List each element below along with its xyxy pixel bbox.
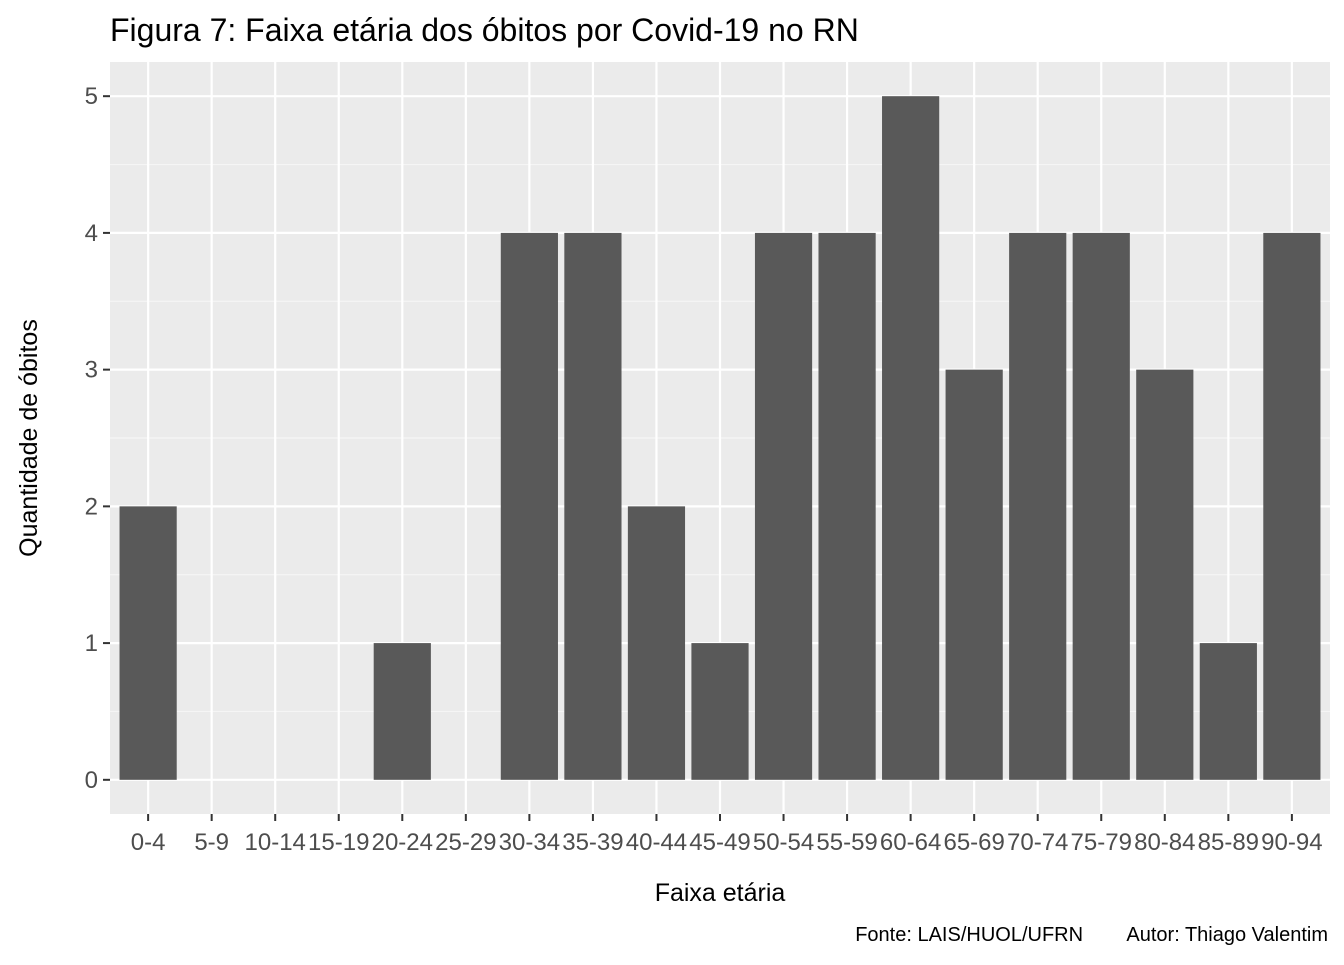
x-tick-label: 85-89 (1198, 829, 1259, 856)
y-axis-title: Quantidade de óbitos (15, 319, 43, 557)
bar-50-54 (754, 232, 813, 780)
y-tick-label: 3 (85, 357, 98, 384)
bar-55-59 (818, 232, 876, 780)
bar-35-39 (564, 232, 622, 780)
y-axis: 0 1 2 3 4 5 (85, 83, 110, 794)
y-tick-label: 2 (85, 493, 98, 520)
x-axis: 0-4 5-9 10-14 15-19 20-24 25-29 30-34 35-39 40-4… (131, 814, 1323, 856)
bar-40-44 (627, 506, 686, 780)
bar-75-79 (1072, 232, 1130, 780)
bars (119, 96, 1321, 780)
chart-title: Figura 7: Faixa etária dos óbitos por Co… (110, 12, 859, 48)
x-tick-label: 10-14 (245, 829, 306, 856)
x-tick-label: 80-84 (1134, 829, 1195, 856)
x-tick-label: 50-54 (753, 829, 814, 856)
bar-45-49 (691, 643, 749, 780)
x-tick-label: 25-29 (435, 829, 496, 856)
x-tick-label: 15-19 (308, 829, 369, 856)
y-tick-label: 0 (85, 767, 98, 794)
x-tick-label: 20-24 (372, 829, 433, 856)
x-tick-label: 65-69 (943, 829, 1004, 856)
x-tick-label: 40-44 (626, 829, 687, 856)
x-tick-label: 45-49 (689, 829, 750, 856)
bar-60-64 (882, 96, 940, 780)
y-tick-label: 4 (85, 220, 98, 247)
y-tick-label: 1 (85, 630, 98, 657)
x-tick-label: 35-39 (562, 829, 623, 856)
caption: Fonte: LAIS/HUOL/UFRN Autor: Thiago Vale… (855, 924, 1328, 946)
bar-70-74 (1009, 232, 1067, 780)
y-tick-label: 5 (85, 83, 98, 110)
x-tick-label: 75-79 (1071, 829, 1132, 856)
x-tick-label: 55-59 (816, 829, 877, 856)
bar-65-69 (945, 369, 1003, 780)
x-tick-label: 70-74 (1007, 829, 1068, 856)
x-axis-title: Faixa etária (655, 879, 786, 907)
bar-85-89 (1199, 643, 1257, 780)
bar-20-24 (373, 643, 431, 780)
bar-30-34 (500, 232, 558, 780)
bar-80-84 (1136, 369, 1194, 780)
bar-90-94 (1263, 232, 1321, 780)
bar-0-4 (119, 506, 177, 780)
x-tick-label: 30-34 (499, 829, 560, 856)
x-tick-label: 60-64 (880, 829, 941, 856)
x-tick-label: 90-94 (1261, 829, 1322, 856)
x-tick-label: 5-9 (194, 829, 229, 856)
x-tick-label: 0-4 (131, 829, 166, 856)
